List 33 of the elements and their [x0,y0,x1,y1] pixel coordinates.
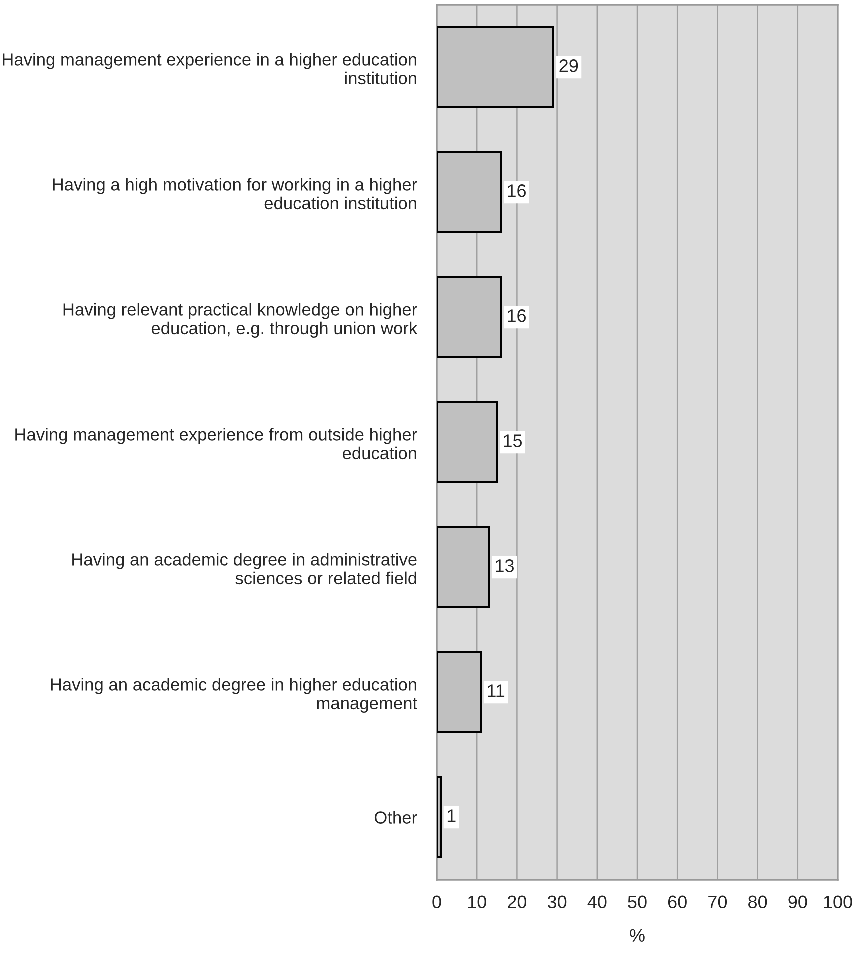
bar [437,276,502,359]
x-tick-label: 100 [824,896,852,909]
data-label: 29 [560,60,578,72]
x-tick-label: 90 [788,896,808,909]
data-label: 13 [496,560,514,572]
bar [437,401,498,484]
x-tick-label: 80 [748,896,768,909]
bar [437,26,554,109]
bar [437,651,482,734]
bar [437,151,502,234]
x-tick-label: 70 [708,896,728,909]
data-label: 15 [504,434,522,448]
y-tick-label: Having an academic degree in higher education management [51,678,418,713]
x-tick-label: 0 [432,896,442,909]
y-tick-label: Other [374,811,418,824]
data-label: 16 [508,310,526,322]
y-tick-label: Having a high motivation for working in a higher education institution [53,178,418,210]
x-axis-title: % [630,929,645,942]
x-tick-label: 30 [548,896,567,909]
x-tick-label: 60 [668,896,687,909]
x-tick-label: 50 [628,896,647,909]
y-tick-label: Having an academic degree in administrative sciences or related field [72,553,417,585]
x-tick-label: 40 [588,896,607,909]
x-tick-label: 10 [468,896,486,909]
y-tick-label: Having management experience in a higher education institution [3,53,416,85]
x-tick-label: 20 [508,896,527,909]
data-label: 11 [488,684,505,698]
bar [437,526,490,609]
data-label: 16 [508,184,526,198]
y-tick-label: Having relevant practical knowledge on higher education, e.g. through union work [64,303,418,338]
bar [437,776,442,859]
data-label: 1 [448,810,456,822]
y-tick-label: Having management experience from outside higher education [16,428,418,460]
